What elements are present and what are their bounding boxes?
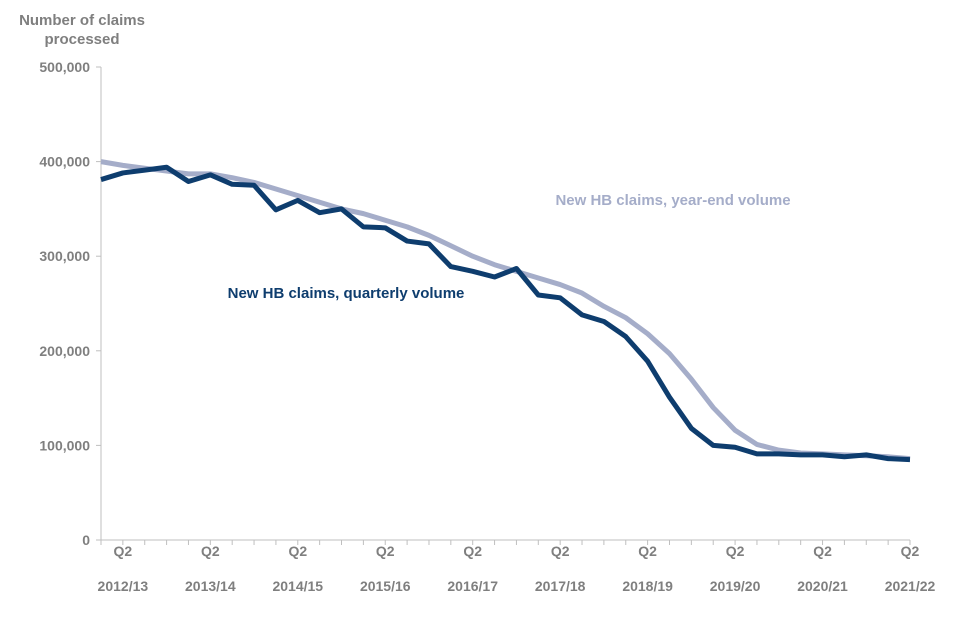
x-tick-label-quarter: Q2 — [813, 543, 832, 559]
x-tick-label-year: 2012/13 — [98, 578, 149, 594]
y-tick-label: 200,000 — [39, 343, 90, 359]
x-tick-label-year: 2013/14 — [185, 578, 236, 594]
series-line-quarterly — [100, 164, 911, 463]
series-line-year-end — [100, 159, 911, 462]
x-tick-label-quarter: Q2 — [901, 543, 920, 559]
y-tick-label: 300,000 — [39, 248, 90, 264]
x-tick-label-quarter: Q2 — [551, 543, 570, 559]
y-axis: 0 100,000 200,000 300,000 400,000 500,000 — [39, 59, 102, 548]
x-tick-label-year: 2014/15 — [272, 578, 323, 594]
x-tick-label-year: 2021/22 — [885, 578, 936, 594]
x-tick-label-quarter: Q2 — [376, 543, 395, 559]
series-label-quarterly: New HB claims, quarterly volume — [228, 285, 465, 302]
y-tick-label: 0 — [82, 532, 90, 548]
y-tick-label: 400,000 — [39, 154, 90, 170]
x-tick-label-quarter: Q2 — [463, 543, 482, 559]
x-tick-label-quarter: Q2 — [726, 543, 745, 559]
x-axis: Q2 2012/13 Q2 2013/14 Q2 2014/15 Q2 2015/16 Q2 20… — [98, 539, 936, 594]
x-tick-label-quarter: Q2 — [201, 543, 220, 559]
series-label-year-end: New HB claims, year-end volume — [555, 192, 790, 209]
x-tick-label-quarter: Q2 — [638, 543, 657, 559]
x-tick-label-year: 2020/21 — [797, 578, 848, 594]
series-lines — [100, 159, 911, 463]
x-tick-label-year: 2018/19 — [622, 578, 673, 594]
y-tick-label: 500,000 — [39, 59, 90, 75]
x-tick-label-year: 2015/16 — [360, 578, 411, 594]
y-axis-label-line-2: processed — [44, 31, 119, 48]
x-tick-label-year: 2017/18 — [535, 578, 586, 594]
x-tick-label-quarter: Q2 — [288, 543, 307, 559]
y-axis-label-line-1: Number of claims — [19, 12, 145, 29]
y-tick-label: 100,000 — [39, 437, 90, 453]
x-tick-label-year: 2016/17 — [447, 578, 498, 594]
x-tick-label-year: 2019/20 — [710, 578, 761, 594]
x-tick-label-quarter: Q2 — [114, 543, 133, 559]
